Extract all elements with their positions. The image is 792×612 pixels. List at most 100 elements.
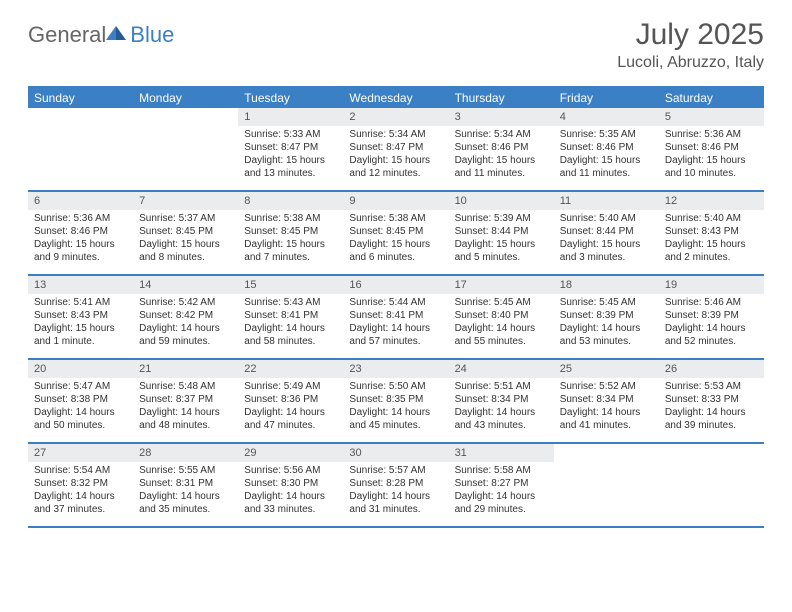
daylight-text: Daylight: 15 hours and 1 minute. [34,322,127,348]
sunset-text: Sunset: 8:39 PM [560,309,653,322]
daylight-text: Daylight: 15 hours and 13 minutes. [244,154,337,180]
day-body: Sunrise: 5:47 AMSunset: 8:38 PMDaylight:… [28,378,133,436]
daylight-text: Daylight: 15 hours and 8 minutes. [139,238,232,264]
daylight-text: Daylight: 15 hours and 3 minutes. [560,238,653,264]
sunset-text: Sunset: 8:38 PM [34,393,127,406]
day-body: Sunrise: 5:54 AMSunset: 8:32 PMDaylight:… [28,462,133,520]
day-header-thursday: Thursday [449,88,554,108]
sunset-text: Sunset: 8:31 PM [139,477,232,490]
daylight-text: Daylight: 15 hours and 12 minutes. [349,154,442,180]
day-body: Sunrise: 5:48 AMSunset: 8:37 PMDaylight:… [133,378,238,436]
sunset-text: Sunset: 8:44 PM [560,225,653,238]
day-body: Sunrise: 5:42 AMSunset: 8:42 PMDaylight:… [133,294,238,352]
sunset-text: Sunset: 8:45 PM [244,225,337,238]
day-cell: 14Sunrise: 5:42 AMSunset: 8:42 PMDayligh… [133,276,238,358]
week-row: 6Sunrise: 5:36 AMSunset: 8:46 PMDaylight… [28,192,764,276]
day-cell [28,108,133,190]
day-cell: 29Sunrise: 5:56 AMSunset: 8:30 PMDayligh… [238,444,343,526]
daylight-text: Daylight: 14 hours and 53 minutes. [560,322,653,348]
sunset-text: Sunset: 8:45 PM [349,225,442,238]
day-body: Sunrise: 5:57 AMSunset: 8:28 PMDaylight:… [343,462,448,520]
day-number: 14 [133,276,238,294]
day-number: 7 [133,192,238,210]
logo-triangle-icon [106,24,128,47]
day-number: 3 [449,108,554,126]
day-cell: 17Sunrise: 5:45 AMSunset: 8:40 PMDayligh… [449,276,554,358]
day-number: 8 [238,192,343,210]
day-number: 9 [343,192,448,210]
day-number: 4 [554,108,659,126]
day-number: 20 [28,360,133,378]
day-body: Sunrise: 5:43 AMSunset: 8:41 PMDaylight:… [238,294,343,352]
sunset-text: Sunset: 8:43 PM [34,309,127,322]
day-number: 6 [28,192,133,210]
day-number: 29 [238,444,343,462]
daylight-text: Daylight: 14 hours and 55 minutes. [455,322,548,348]
daylight-text: Daylight: 15 hours and 7 minutes. [244,238,337,264]
day-cell: 24Sunrise: 5:51 AMSunset: 8:34 PMDayligh… [449,360,554,442]
day-cell: 8Sunrise: 5:38 AMSunset: 8:45 PMDaylight… [238,192,343,274]
sunset-text: Sunset: 8:46 PM [455,141,548,154]
day-body: Sunrise: 5:45 AMSunset: 8:40 PMDaylight:… [449,294,554,352]
sunrise-text: Sunrise: 5:41 AM [34,296,127,309]
day-cell [133,108,238,190]
daylight-text: Daylight: 14 hours and 29 minutes. [455,490,548,516]
sunrise-text: Sunrise: 5:45 AM [560,296,653,309]
sunrise-text: Sunrise: 5:39 AM [455,212,548,225]
day-number: 19 [659,276,764,294]
day-cell: 19Sunrise: 5:46 AMSunset: 8:39 PMDayligh… [659,276,764,358]
daylight-text: Daylight: 14 hours and 33 minutes. [244,490,337,516]
sunset-text: Sunset: 8:32 PM [34,477,127,490]
day-header-wednesday: Wednesday [343,88,448,108]
sunset-text: Sunset: 8:43 PM [665,225,758,238]
day-header-tuesday: Tuesday [238,88,343,108]
sunrise-text: Sunrise: 5:33 AM [244,128,337,141]
daylight-text: Daylight: 14 hours and 57 minutes. [349,322,442,348]
sunrise-text: Sunrise: 5:43 AM [244,296,337,309]
day-number: 18 [554,276,659,294]
sunrise-text: Sunrise: 5:48 AM [139,380,232,393]
day-cell: 5Sunrise: 5:36 AMSunset: 8:46 PMDaylight… [659,108,764,190]
sunrise-text: Sunrise: 5:34 AM [455,128,548,141]
sunrise-text: Sunrise: 5:45 AM [455,296,548,309]
day-body: Sunrise: 5:37 AMSunset: 8:45 PMDaylight:… [133,210,238,268]
weeks-container: 1Sunrise: 5:33 AMSunset: 8:47 PMDaylight… [28,108,764,528]
sunset-text: Sunset: 8:41 PM [349,309,442,322]
day-body: Sunrise: 5:38 AMSunset: 8:45 PMDaylight:… [343,210,448,268]
calendar: Sunday Monday Tuesday Wednesday Thursday… [28,86,764,528]
sunrise-text: Sunrise: 5:51 AM [455,380,548,393]
daylight-text: Daylight: 14 hours and 45 minutes. [349,406,442,432]
daylight-text: Daylight: 15 hours and 10 minutes. [665,154,758,180]
sunrise-text: Sunrise: 5:46 AM [665,296,758,309]
sunrise-text: Sunrise: 5:44 AM [349,296,442,309]
day-number: 15 [238,276,343,294]
day-number: 25 [554,360,659,378]
sunset-text: Sunset: 8:46 PM [665,141,758,154]
day-cell: 9Sunrise: 5:38 AMSunset: 8:45 PMDaylight… [343,192,448,274]
day-body: Sunrise: 5:51 AMSunset: 8:34 PMDaylight:… [449,378,554,436]
title-block: July 2025 Lucoli, Abruzzo, Italy [617,18,764,72]
sunset-text: Sunset: 8:40 PM [455,309,548,322]
day-cell: 30Sunrise: 5:57 AMSunset: 8:28 PMDayligh… [343,444,448,526]
sunset-text: Sunset: 8:47 PM [244,141,337,154]
daylight-text: Daylight: 15 hours and 6 minutes. [349,238,442,264]
daylight-text: Daylight: 14 hours and 58 minutes. [244,322,337,348]
day-number: 26 [659,360,764,378]
sunset-text: Sunset: 8:47 PM [349,141,442,154]
sunset-text: Sunset: 8:46 PM [560,141,653,154]
day-header-row: Sunday Monday Tuesday Wednesday Thursday… [28,88,764,108]
sunset-text: Sunset: 8:46 PM [34,225,127,238]
sunrise-text: Sunrise: 5:53 AM [665,380,758,393]
day-cell: 16Sunrise: 5:44 AMSunset: 8:41 PMDayligh… [343,276,448,358]
sunset-text: Sunset: 8:35 PM [349,393,442,406]
daylight-text: Daylight: 14 hours and 41 minutes. [560,406,653,432]
week-row: 1Sunrise: 5:33 AMSunset: 8:47 PMDaylight… [28,108,764,192]
day-body: Sunrise: 5:56 AMSunset: 8:30 PMDaylight:… [238,462,343,520]
sunset-text: Sunset: 8:44 PM [455,225,548,238]
daylight-text: Daylight: 14 hours and 48 minutes. [139,406,232,432]
sunrise-text: Sunrise: 5:55 AM [139,464,232,477]
day-body: Sunrise: 5:46 AMSunset: 8:39 PMDaylight:… [659,294,764,352]
day-body: Sunrise: 5:35 AMSunset: 8:46 PMDaylight:… [554,126,659,184]
sunrise-text: Sunrise: 5:54 AM [34,464,127,477]
sunrise-text: Sunrise: 5:49 AM [244,380,337,393]
